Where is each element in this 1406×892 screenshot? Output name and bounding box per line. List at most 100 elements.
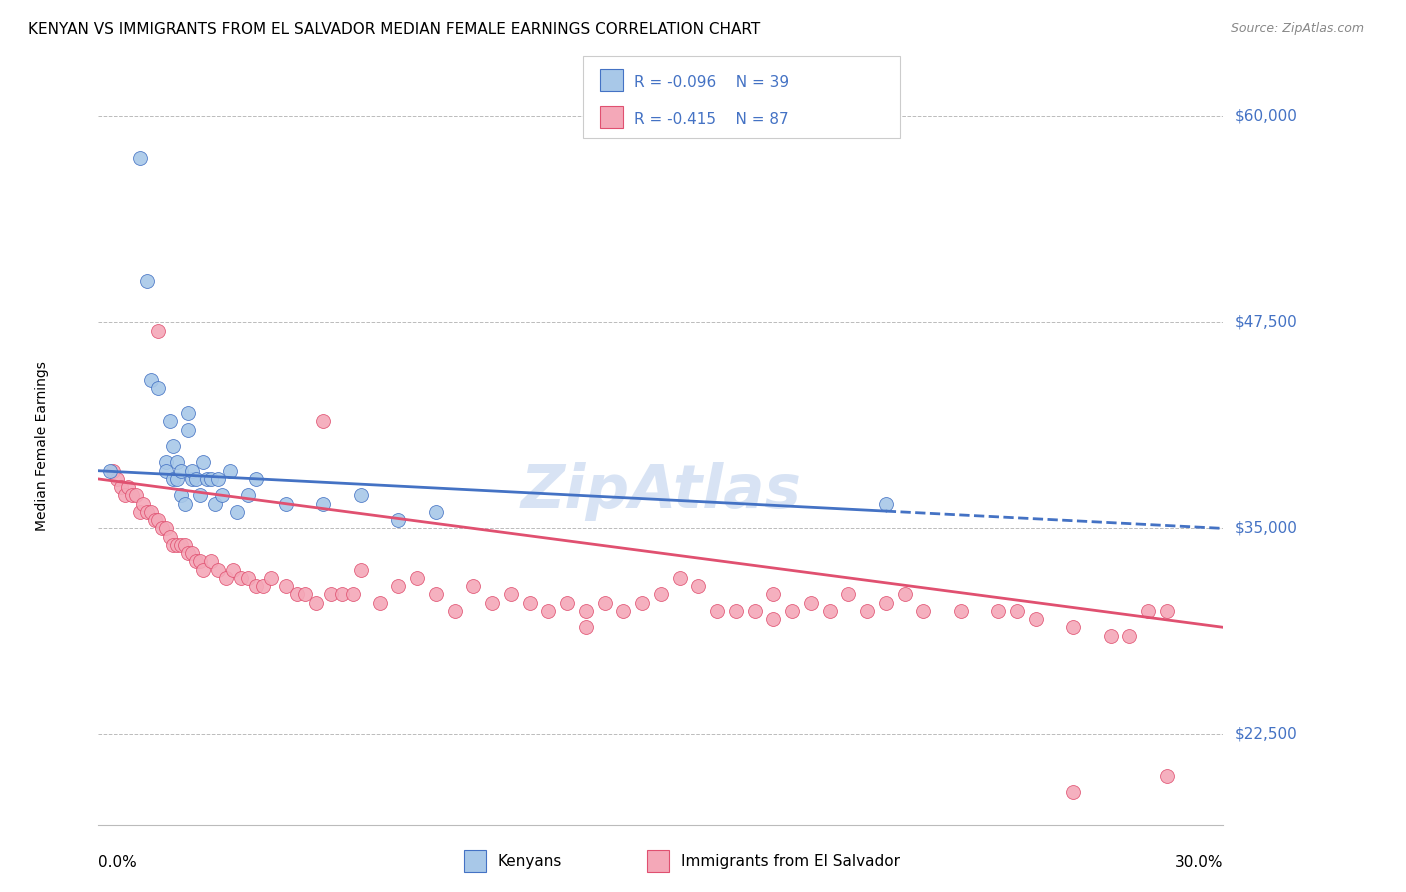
Point bbox=[1156, 769, 1178, 783]
Point bbox=[238, 571, 260, 585]
Point bbox=[425, 505, 447, 519]
Point bbox=[173, 497, 195, 511]
Point bbox=[200, 554, 222, 568]
Point bbox=[519, 596, 541, 610]
Point bbox=[330, 587, 353, 601]
Point bbox=[136, 505, 159, 519]
Point bbox=[207, 563, 229, 577]
Point bbox=[274, 497, 297, 511]
Point bbox=[218, 464, 240, 478]
Point bbox=[294, 587, 316, 601]
Point bbox=[1118, 628, 1140, 642]
Point bbox=[350, 563, 373, 577]
Point bbox=[285, 587, 308, 601]
Point bbox=[148, 381, 170, 395]
Point bbox=[350, 488, 373, 502]
Point bbox=[166, 538, 188, 552]
Point bbox=[195, 472, 218, 486]
Point bbox=[252, 579, 274, 593]
Point bbox=[177, 423, 200, 437]
Text: Kenyans: Kenyans bbox=[498, 854, 562, 869]
Text: R = -0.096    N = 39: R = -0.096 N = 39 bbox=[634, 75, 789, 90]
Point bbox=[128, 151, 150, 165]
Text: $22,500: $22,500 bbox=[1234, 727, 1298, 742]
Point bbox=[150, 521, 173, 535]
Point bbox=[875, 497, 897, 511]
Point bbox=[148, 324, 170, 338]
Text: KENYAN VS IMMIGRANTS FROM EL SALVADOR MEDIAN FEMALE EARNINGS CORRELATION CHART: KENYAN VS IMMIGRANTS FROM EL SALVADOR ME… bbox=[28, 22, 761, 37]
Point bbox=[128, 505, 150, 519]
Point bbox=[688, 579, 710, 593]
Point bbox=[800, 596, 823, 610]
Point bbox=[125, 488, 148, 502]
Point bbox=[650, 587, 672, 601]
Point bbox=[537, 604, 560, 618]
Point bbox=[856, 604, 879, 618]
Point bbox=[170, 464, 193, 478]
Point bbox=[762, 587, 785, 601]
Point bbox=[184, 472, 207, 486]
Point bbox=[215, 571, 238, 585]
Point bbox=[1062, 620, 1084, 634]
Point bbox=[170, 538, 193, 552]
Point bbox=[1099, 628, 1122, 642]
Point bbox=[837, 587, 859, 601]
Point bbox=[155, 521, 177, 535]
Point bbox=[706, 604, 728, 618]
Point bbox=[342, 587, 364, 601]
Point bbox=[406, 571, 429, 585]
Point bbox=[245, 472, 267, 486]
Point bbox=[593, 596, 616, 610]
Point bbox=[166, 472, 188, 486]
Point bbox=[555, 596, 578, 610]
Point bbox=[387, 513, 409, 527]
Point bbox=[949, 604, 972, 618]
Point bbox=[1025, 612, 1047, 626]
Text: $47,500: $47,500 bbox=[1234, 315, 1298, 330]
Point bbox=[170, 488, 193, 502]
Point bbox=[181, 546, 204, 560]
Point bbox=[387, 579, 409, 593]
Point bbox=[184, 554, 207, 568]
Point bbox=[148, 513, 170, 527]
Point bbox=[780, 604, 803, 618]
Point bbox=[762, 612, 785, 626]
Point bbox=[724, 604, 747, 618]
Point bbox=[105, 472, 128, 486]
Point bbox=[162, 439, 184, 453]
Point bbox=[1062, 785, 1084, 799]
Text: Median Female Earnings: Median Female Earnings bbox=[35, 361, 49, 531]
Point bbox=[173, 538, 195, 552]
Point bbox=[177, 546, 200, 560]
Point bbox=[139, 505, 162, 519]
Point bbox=[155, 455, 177, 469]
Point bbox=[987, 604, 1010, 618]
Point bbox=[575, 620, 598, 634]
Point bbox=[136, 274, 159, 288]
Point bbox=[159, 530, 181, 544]
Point bbox=[226, 505, 249, 519]
Point bbox=[425, 587, 447, 601]
Point bbox=[110, 480, 132, 494]
Point bbox=[181, 464, 204, 478]
Point bbox=[121, 488, 143, 502]
Point bbox=[499, 587, 522, 601]
Text: $35,000: $35,000 bbox=[1234, 521, 1298, 536]
Text: $60,000: $60,000 bbox=[1234, 109, 1298, 124]
Point bbox=[162, 538, 184, 552]
Point bbox=[166, 455, 188, 469]
Point bbox=[818, 604, 841, 618]
Point bbox=[312, 497, 335, 511]
Point bbox=[875, 596, 897, 610]
Point bbox=[103, 464, 125, 478]
Text: R = -0.415    N = 87: R = -0.415 N = 87 bbox=[634, 112, 789, 127]
Point bbox=[211, 488, 233, 502]
Point bbox=[117, 480, 139, 494]
Point bbox=[668, 571, 690, 585]
Point bbox=[245, 579, 267, 593]
Point bbox=[155, 464, 177, 478]
Point bbox=[1137, 604, 1160, 618]
Point bbox=[132, 497, 155, 511]
Point bbox=[1156, 604, 1178, 618]
Point bbox=[631, 596, 654, 610]
